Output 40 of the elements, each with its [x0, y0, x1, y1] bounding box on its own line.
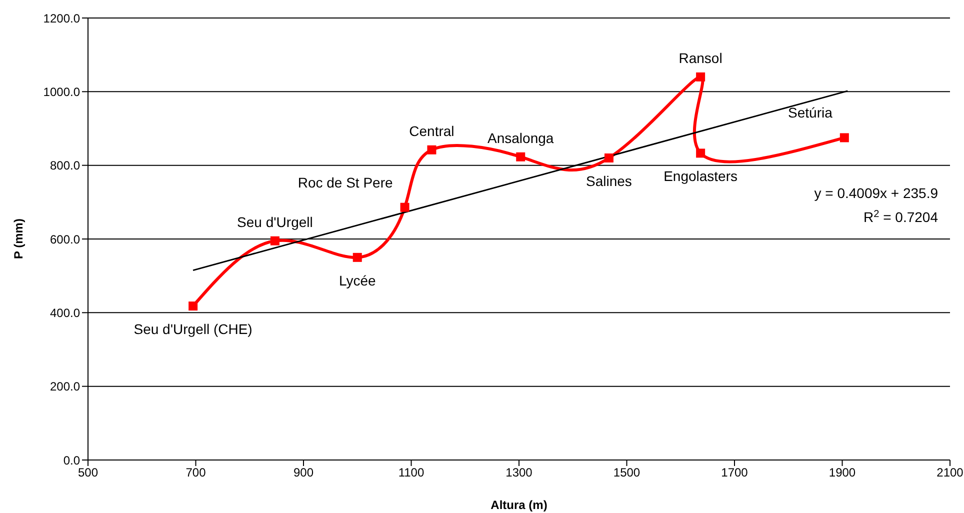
y-tick-label: 600.0 [50, 232, 80, 246]
x-tick-label: 1500 [613, 466, 640, 480]
x-tick-label: 1700 [721, 466, 748, 480]
x-tick-label: 700 [186, 466, 206, 480]
x-axis-title: Altura (m) [490, 498, 548, 512]
point [840, 133, 849, 142]
point [516, 152, 526, 162]
y-tick-label: 400.0 [50, 306, 80, 320]
x-tick-label: 900 [293, 466, 314, 480]
y-tick-label: 200.0 [50, 380, 80, 394]
x-tick-label: 500 [78, 466, 98, 480]
annotation: Ansalonga [488, 130, 554, 146]
x-tick-label: 2100 [936, 466, 964, 480]
point [352, 252, 362, 262]
y-axis-title: P (mm) [11, 218, 26, 259]
annotation: Central [409, 122, 454, 139]
x-tick-label: 1900 [828, 466, 856, 480]
annotation: Ransol [678, 50, 722, 66]
x-tick-label: 1100 [398, 466, 424, 480]
y-tick-label: 800.0 [50, 158, 80, 173]
annotation: Roc de St Pere [298, 174, 393, 190]
annotation: y = 0.4009x + 235.9 [814, 185, 938, 201]
y-tick-label: 0.0 [63, 453, 80, 468]
annotation: Engolasters [664, 168, 738, 184]
x-tick-label: 1300 [506, 466, 533, 480]
y-tick-label: 1000.0 [43, 84, 80, 99]
point [696, 72, 706, 82]
annotation: Salines [586, 172, 632, 189]
annotation: R$^{2}$ = 0.7204 [864, 208, 938, 225]
annotation: Seu d'Urgell (CHE) [134, 321, 252, 338]
annotation: Setúria [788, 104, 833, 121]
point [400, 202, 410, 212]
annotation: Seu d'Urgell [237, 214, 313, 230]
point [427, 145, 436, 154]
y-tick-label: 1200.0 [43, 11, 80, 26]
point [188, 302, 198, 311]
point [270, 236, 280, 246]
point [604, 153, 614, 162]
annotation: Lycée [338, 272, 376, 288]
point [696, 148, 706, 158]
